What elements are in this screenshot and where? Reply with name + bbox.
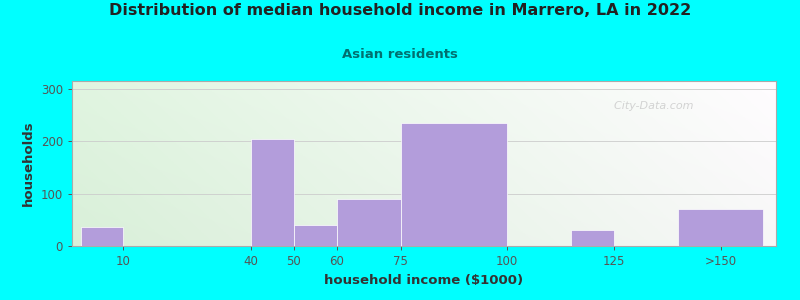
Bar [337,199,401,246]
Bar [401,123,507,246]
Bar [294,225,337,246]
Bar [251,139,294,246]
Text: Asian residents: Asian residents [342,48,458,61]
X-axis label: household income ($1000): household income ($1000) [325,274,523,286]
Bar [571,230,614,246]
Y-axis label: households: households [22,121,35,206]
Text: City-Data.com: City-Data.com [607,101,694,111]
Text: Distribution of median household income in Marrero, LA in 2022: Distribution of median household income … [109,3,691,18]
Bar [81,226,123,246]
Bar [678,209,763,246]
